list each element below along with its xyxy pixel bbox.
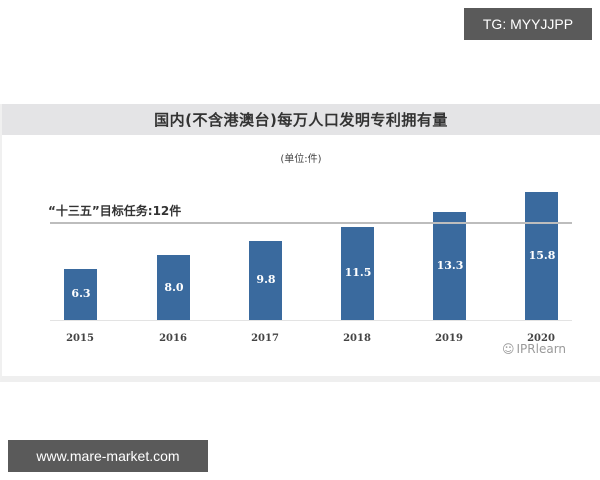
target-label: “十三五”目标任务:12件	[48, 204, 182, 218]
bar-value-label: 9.8	[256, 273, 276, 287]
watermark-text: IPRlearn	[516, 342, 567, 356]
x-tick-label: 2020	[527, 333, 555, 344]
bar-value-label: 13.3	[436, 259, 464, 273]
bottom-left-tag: www.mare-market.com	[8, 440, 208, 472]
bar-2015	[64, 268, 97, 320]
chart-panel: 国内(不含港澳台)每万人口发明专利拥有量 (单位:件) “十三五”目标任务:12…	[0, 104, 600, 382]
bar-2019	[433, 212, 466, 320]
bar-value-label: 6.3	[71, 287, 91, 301]
x-tick-label: 2019	[435, 333, 463, 344]
x-tick-label: 2015	[66, 333, 94, 344]
x-tick-label: 2018	[343, 333, 371, 344]
bar-2020	[525, 192, 558, 320]
chart-title: 国内(不含港澳台)每万人口发明专利拥有量	[2, 104, 600, 135]
bar-2017	[249, 240, 282, 320]
bar-2016	[157, 255, 190, 320]
bar-2018	[341, 226, 374, 320]
bar-value-label: 15.8	[528, 249, 556, 262]
x-axis-baseline	[50, 320, 572, 321]
top-right-tag: TG: MYYJJPP	[464, 8, 592, 40]
target-line	[50, 221, 572, 224]
unit-label: (单位:件)	[280, 154, 322, 165]
x-tick-label: 2017	[251, 333, 279, 344]
wechat-icon: ☺	[502, 342, 515, 356]
bar-value-label: 8.0	[164, 280, 184, 294]
x-tick-label: 2016	[159, 333, 187, 344]
bar-value-label: 11.5	[344, 266, 372, 280]
watermark: ☺ IPRlearn	[502, 342, 566, 356]
